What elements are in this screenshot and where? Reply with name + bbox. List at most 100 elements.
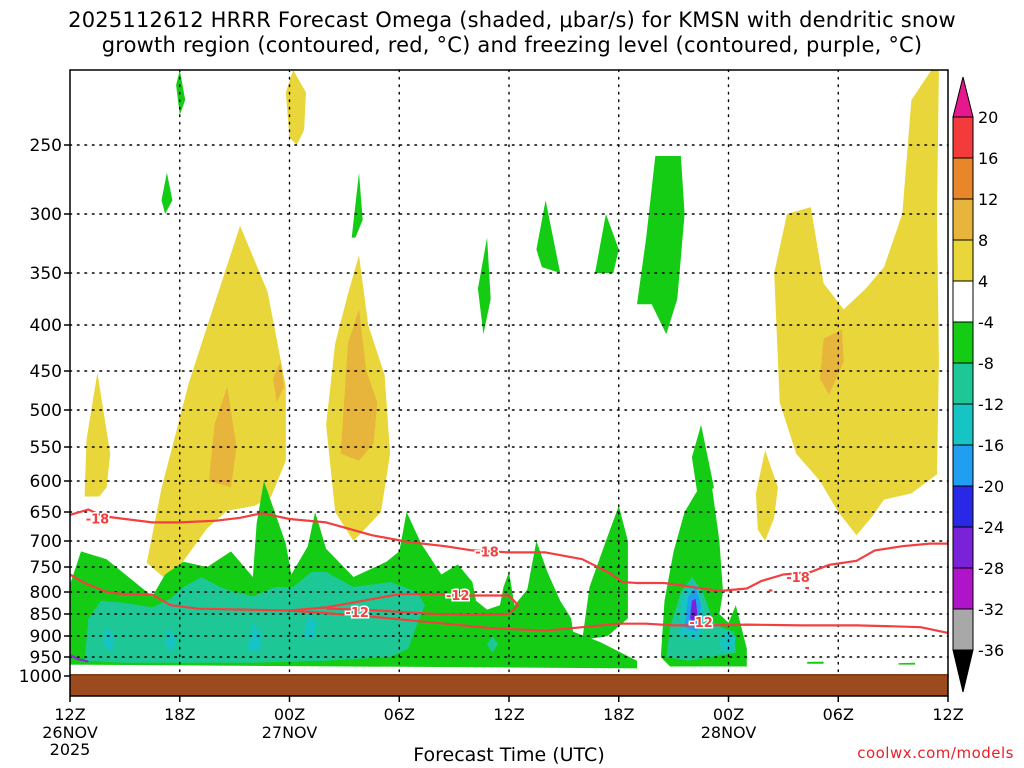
y-tick-label-350: 350 <box>30 264 62 284</box>
colorbar-label-5: -4 <box>978 313 994 332</box>
green-region-top <box>176 70 186 115</box>
dgz-contours: -18 -18 -18 -12 -12 -12 <box>69 508 949 663</box>
colorbar-label-11: -28 <box>978 559 1004 578</box>
green-region-18z-up <box>161 172 173 214</box>
green-region-box <box>591 592 601 614</box>
colorbar-bin-4 <box>952 239 974 282</box>
y-tick-label-900: 900 <box>30 627 62 647</box>
y-tick-label-550: 550 <box>30 438 62 458</box>
freezing-level-contour <box>69 653 89 663</box>
colorbar-label-12: -32 <box>978 600 1004 619</box>
colorbar-label-7: -12 <box>978 395 1004 414</box>
x-tick-label-42: 06Z <box>823 705 854 724</box>
green-region-13z <box>536 200 561 273</box>
y-tick-label-250: 250 <box>30 136 62 156</box>
x-tick-label-30: 18Z <box>603 705 634 724</box>
contour-label-6: -12 <box>689 616 713 631</box>
chart-title-line1: 2025112612 HRRR Forecast Omega (shaded, … <box>68 8 956 32</box>
contour-label-3: -18 <box>786 571 810 586</box>
colorbar-bin--8 <box>952 321 974 364</box>
x-tick-year-0: 2025 <box>50 740 91 759</box>
green-region-27 <box>351 172 363 238</box>
x-tick-date-36: 28NOV <box>701 723 757 742</box>
x-tick-label-24: 12Z <box>493 705 524 724</box>
y-tick-label-800: 800 <box>30 583 62 603</box>
teal-region-12z <box>487 636 498 653</box>
contour-label-4: -12 <box>345 606 369 621</box>
colorbar-bottom-arrow <box>952 649 974 693</box>
colorbar-bin--4 <box>952 280 974 323</box>
yellow-region-18z <box>146 225 286 578</box>
colorbar-bin--12 <box>952 362 974 405</box>
axes: 2503003504004505005506006507007508008509… <box>19 69 964 759</box>
colorbar-label-13: -36 <box>978 641 1004 660</box>
contour-label-2: -18 <box>475 545 499 560</box>
colorbar-bin--16 <box>952 403 974 446</box>
chart-title-line2: growth region (contoured, red, °C) and f… <box>101 33 923 57</box>
x-tick-label-6: 18Z <box>164 705 195 724</box>
green-region-12z-350 <box>477 237 491 335</box>
x-tick-label-0: 12Z <box>54 705 85 724</box>
purple-region-00z <box>690 598 698 623</box>
y-tick-label-300: 300 <box>30 205 62 225</box>
colorbar-label-6: -8 <box>978 354 994 373</box>
y-tick-label-1000: 1000 <box>19 667 62 687</box>
colorbar-label-8: -16 <box>978 436 1004 455</box>
y-tick-label-750: 750 <box>30 558 62 578</box>
dgz-contour-1 <box>69 508 948 593</box>
colorbar-label-0: 20 <box>978 108 998 127</box>
gridlines <box>69 69 949 697</box>
colorbar-label-4: 4 <box>978 272 988 291</box>
orange-core-21z <box>273 361 284 403</box>
y-tick-label-500: 500 <box>30 401 62 421</box>
colorbar-label-10: -24 <box>978 518 1004 537</box>
y-tick-label-650: 650 <box>30 503 62 523</box>
orange-core-18z <box>209 386 237 488</box>
yellow-region-top <box>285 70 306 145</box>
x-tick-label-12: 00Z <box>274 705 305 724</box>
colorbar-label-1: 16 <box>978 149 998 168</box>
y-tick-label-700: 700 <box>30 532 62 552</box>
green-region-18z <box>582 505 628 641</box>
colorbar-bin--32 <box>952 567 974 610</box>
colorbar-bin--28 <box>952 526 974 569</box>
credit-text: coolwx.com/models <box>857 744 1014 762</box>
yellow-region-06z <box>774 70 939 536</box>
orange-core-03z <box>340 309 378 461</box>
omega-shading <box>70 70 939 669</box>
orange-core-06z <box>820 329 844 395</box>
yellow-region-03z-28 <box>755 450 778 541</box>
x-tick-date-12: 27NOV <box>262 723 318 742</box>
x-tick-label-18: 06Z <box>384 705 415 724</box>
x-tick-date-0: 26NOV <box>42 723 98 742</box>
cyan-region-3 <box>247 622 263 653</box>
colorbar-bin--20 <box>952 444 974 487</box>
cyan-region-4 <box>304 614 317 641</box>
green-region-mid <box>691 424 714 506</box>
y-tick-label-600: 600 <box>30 472 62 492</box>
colorbar-bin-8 <box>952 198 974 241</box>
y-tick-label-450: 450 <box>30 362 62 382</box>
cyan-region-2 <box>165 627 177 653</box>
y-tick-label-850: 850 <box>30 605 62 625</box>
ground-layer <box>70 674 948 696</box>
y-tick-label-400: 400 <box>30 316 62 336</box>
chart-title: 2025112612 HRRR Forecast Omega (shaded, … <box>0 8 1024 58</box>
cyan-region-00z-b <box>719 631 736 653</box>
cyan-region-1 <box>102 627 114 653</box>
colorbar: 20 16 12 8 4 -4 -8 -12 -16 -20 -24 -28 -32 -36 <box>952 76 1004 693</box>
yellow-region-21z <box>256 338 277 433</box>
colorbar-bin-16 <box>952 116 974 159</box>
colorbar-label-2: 12 <box>978 190 998 209</box>
colorbar-top-arrow <box>952 76 974 118</box>
x-tick-label-48: 12Z <box>932 705 963 724</box>
y-tick-label-950: 950 <box>30 648 62 668</box>
colorbar-label-3: 8 <box>978 231 988 250</box>
colorbar-label-9: -20 <box>978 477 1004 496</box>
colorbar-bin-12 <box>952 157 974 200</box>
colorbar-bin--24 <box>952 485 974 528</box>
green-region-upper <box>637 156 685 335</box>
colorbar-bin--36 <box>952 608 974 651</box>
yellow-region-12z <box>84 372 111 497</box>
